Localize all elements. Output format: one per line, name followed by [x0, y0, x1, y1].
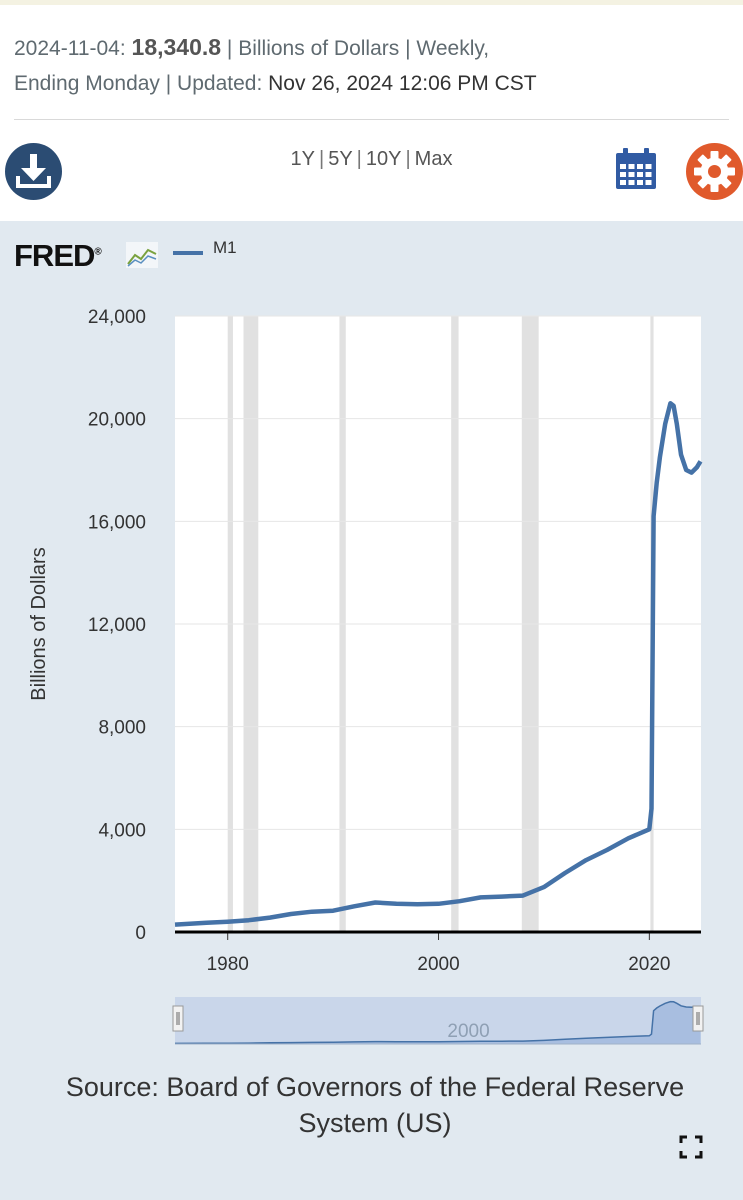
- top-strip: [0, 0, 743, 5]
- fullscreen-button[interactable]: [678, 1134, 704, 1160]
- y-axis-title: Billions of Dollars: [28, 547, 50, 700]
- range-max[interactable]: Max: [414, 148, 453, 170]
- y-tick-label: 4,000: [98, 820, 146, 841]
- fullscreen-icon: [679, 1135, 703, 1159]
- x-tick-label: 1980: [207, 954, 249, 975]
- updated-label: Ending Monday | Updated:: [14, 72, 263, 95]
- fred-logo: FRED®: [14, 238, 102, 273]
- y-tick-label: 12,000: [88, 615, 146, 636]
- y-tick-label: 0: [135, 923, 146, 944]
- y-tick-label: 8,000: [98, 718, 146, 739]
- observation-date: 2024-11-04:: [14, 37, 126, 60]
- download-button[interactable]: [5, 143, 62, 200]
- range-5y[interactable]: 5Y: [328, 148, 353, 170]
- gear-icon: [686, 143, 743, 200]
- fred-graph-icon: [126, 242, 158, 268]
- range-separator: |: [405, 148, 411, 170]
- legend-label-m1: M1: [213, 238, 237, 257]
- y-tick-label: 20,000: [88, 410, 146, 431]
- series-line-m1: [174, 401, 703, 927]
- navigator-area: [175, 1001, 701, 1044]
- chart-panel: FRED® M1 0 4,000 8,000 12,000 16,000 20,000 24…: [0, 221, 743, 1200]
- series-metadata: 2024-11-04: 18,340.8 | Billions of Dolla…: [14, 30, 729, 101]
- calendar-icon: [616, 148, 656, 189]
- range-separator: |: [356, 148, 362, 170]
- x-tick-label: 2020: [628, 954, 670, 975]
- date-range-selector: 1Y | 5Y | 10Y | Max: [0, 148, 743, 171]
- range-1y[interactable]: 1Y: [290, 148, 315, 170]
- navigator-tick-label: 2000: [447, 1021, 489, 1042]
- download-icon: [16, 154, 51, 188]
- navigator-handle-right[interactable]: [692, 1005, 704, 1032]
- updated-timestamp: Nov 26, 2024 12:06 PM CST: [268, 72, 537, 95]
- settings-button[interactable]: [686, 143, 743, 200]
- source-note: Source: Board of Governors of the Federa…: [65, 1072, 685, 1138]
- units-frequency: | Billions of Dollars | Weekly,: [226, 37, 490, 60]
- line-chart: 0 4,000 8,000 12,000 16,000 20,000 24,000 1980 2…: [28, 307, 704, 1045]
- navigator-line: [174, 1000, 701, 1045]
- y-tick-label: 16,000: [88, 512, 146, 533]
- y-tick-label: 24,000: [88, 307, 146, 328]
- observation-value: 18,340.8: [131, 34, 222, 60]
- divider: [14, 119, 729, 120]
- range-separator: |: [319, 148, 325, 170]
- range-10y[interactable]: 10Y: [365, 148, 402, 170]
- navigator-handle-left[interactable]: [172, 1005, 184, 1032]
- legend-swatch-m1: [173, 251, 203, 255]
- navigator-window: [175, 997, 701, 1044]
- x-tick-label: 2000: [417, 954, 459, 975]
- calendar-button[interactable]: [613, 146, 659, 192]
